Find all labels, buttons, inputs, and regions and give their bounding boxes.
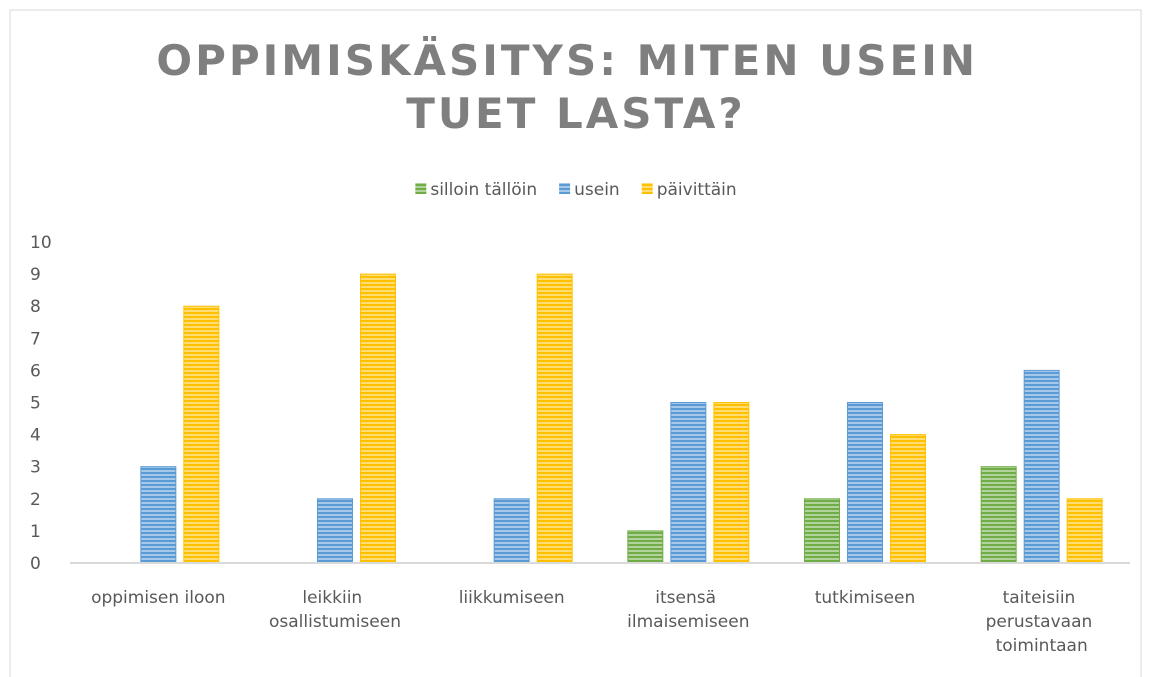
bar [713,402,750,564]
y-tick-label: 8 [30,297,41,317]
chart-border [9,9,1142,677]
bar [670,402,707,564]
bar [847,402,883,564]
y-tick-label: 3 [30,458,41,478]
bar [317,498,353,564]
legend-swatch [559,183,571,194]
x-tick-label: oppimisen iloon [91,588,226,608]
legend-label: silloin tällöin [430,180,537,200]
bar [360,273,396,564]
x-tick-label: tutkimiseen [815,588,916,608]
y-tick-label: 4 [30,426,41,446]
bar [140,466,177,564]
chart-title: OPPIMISKÄSITYS: MITEN USEIN TUET LASTA? [156,35,995,138]
legend-swatch [415,183,427,194]
y-tick-label: 2 [30,490,41,510]
bar [536,273,573,564]
bar [980,466,1017,564]
legend-label: päivittäin [657,180,737,200]
bar [890,434,926,564]
bar [493,498,530,564]
x-tick-label: liikkumiseen [459,588,565,608]
bar [804,498,840,564]
y-tick-label: 6 [30,361,41,381]
bar [1066,498,1103,564]
y-tick-label: 9 [30,265,41,285]
legend: silloin tällöin usein päivittäin [415,180,737,200]
x-tick-label: itsensä ilmaisemiseen [627,588,749,632]
x-tick-label: leikkiin osallistumiseen [269,588,401,632]
y-tick-label: 10 [30,233,52,253]
y-tick-label: 1 [30,522,41,542]
bar [1023,369,1060,564]
x-tick-label: taiteisiin perustavaan toimintaan [986,588,1098,656]
y-tick-label: 0 [30,554,41,574]
y-tick-label: 5 [30,394,41,414]
bar [627,530,664,564]
legend-label: usein [574,180,620,200]
y-tick-label: 7 [30,329,41,349]
legend-swatch [641,183,653,194]
bar [183,305,220,564]
